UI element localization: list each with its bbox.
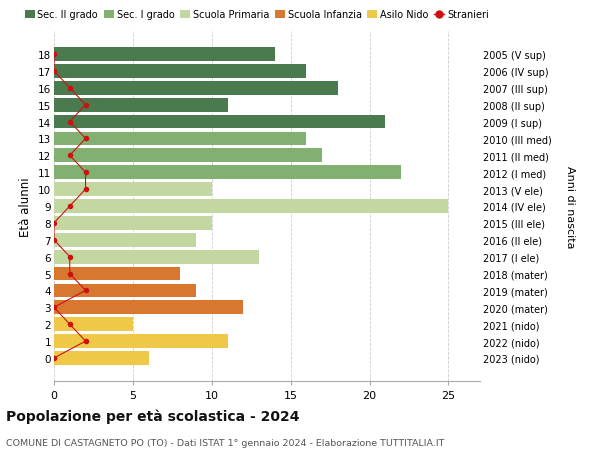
Bar <box>54 335 227 348</box>
Bar <box>54 217 212 230</box>
Bar <box>54 132 307 146</box>
Bar <box>54 250 259 264</box>
Bar <box>54 115 385 129</box>
Bar <box>54 183 212 196</box>
Bar <box>54 166 401 180</box>
Y-axis label: Età alunni: Età alunni <box>19 177 32 236</box>
Bar <box>54 82 338 95</box>
Bar <box>54 318 133 331</box>
Bar <box>54 99 227 112</box>
Bar <box>54 233 196 247</box>
Legend: Sec. II grado, Sec. I grado, Scuola Primaria, Scuola Infanzia, Asilo Nido, Stran: Sec. II grado, Sec. I grado, Scuola Prim… <box>25 10 488 20</box>
Bar <box>54 65 307 78</box>
Bar <box>54 301 244 314</box>
Bar <box>54 149 322 163</box>
Bar <box>54 48 275 62</box>
Bar <box>54 267 180 281</box>
Text: COMUNE DI CASTAGNETO PO (TO) - Dati ISTAT 1° gennaio 2024 - Elaborazione TUTTITA: COMUNE DI CASTAGNETO PO (TO) - Dati ISTA… <box>6 438 445 447</box>
Text: Popolazione per età scolastica - 2024: Popolazione per età scolastica - 2024 <box>6 409 299 423</box>
Bar <box>54 284 196 298</box>
Bar <box>54 351 149 365</box>
Y-axis label: Anni di nascita: Anni di nascita <box>565 165 575 248</box>
Bar <box>54 200 448 213</box>
